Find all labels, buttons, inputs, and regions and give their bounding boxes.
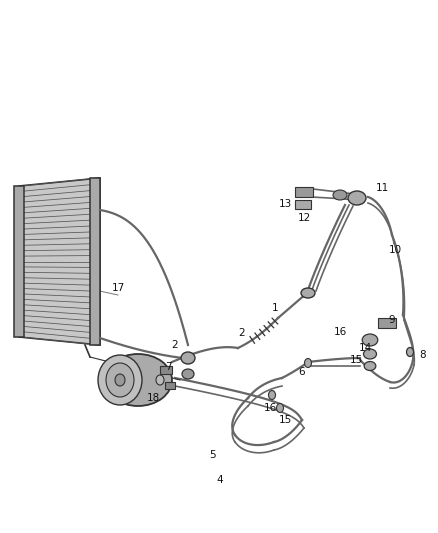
Text: 4: 4 (217, 475, 223, 485)
Ellipse shape (406, 348, 413, 357)
Text: 14: 14 (358, 343, 371, 353)
Ellipse shape (362, 334, 378, 346)
Text: 9: 9 (389, 315, 396, 325)
Ellipse shape (104, 354, 172, 406)
Text: 8: 8 (420, 350, 426, 360)
Ellipse shape (156, 375, 164, 385)
Text: 13: 13 (279, 199, 292, 209)
Ellipse shape (98, 355, 142, 405)
Ellipse shape (333, 190, 347, 200)
Bar (165, 382, 175, 389)
Ellipse shape (115, 374, 125, 386)
Polygon shape (14, 186, 24, 337)
Bar (160, 366, 172, 374)
Bar (295, 200, 311, 209)
Ellipse shape (364, 361, 376, 370)
Text: 15: 15 (279, 415, 292, 425)
Text: 17: 17 (111, 283, 125, 293)
Text: 12: 12 (297, 213, 311, 223)
Polygon shape (90, 178, 100, 345)
Text: 5: 5 (210, 450, 216, 460)
Ellipse shape (181, 352, 195, 364)
Ellipse shape (182, 369, 194, 379)
Text: 1: 1 (272, 303, 278, 313)
Ellipse shape (304, 359, 311, 367)
Text: 15: 15 (350, 355, 363, 365)
Ellipse shape (348, 191, 366, 205)
Ellipse shape (276, 403, 283, 413)
Ellipse shape (106, 363, 134, 397)
Text: 2: 2 (239, 328, 245, 338)
Text: 6: 6 (299, 367, 305, 377)
Bar (378, 318, 396, 328)
Text: 7: 7 (165, 362, 171, 372)
Text: 16: 16 (263, 403, 277, 413)
Text: 2: 2 (172, 340, 178, 350)
Polygon shape (19, 178, 100, 345)
Ellipse shape (301, 288, 315, 298)
Text: 16: 16 (333, 327, 346, 337)
Text: 18: 18 (146, 393, 159, 403)
Bar (295, 187, 313, 197)
Ellipse shape (268, 391, 276, 400)
Text: 11: 11 (375, 183, 389, 193)
Text: 10: 10 (389, 245, 402, 255)
Ellipse shape (364, 349, 377, 359)
